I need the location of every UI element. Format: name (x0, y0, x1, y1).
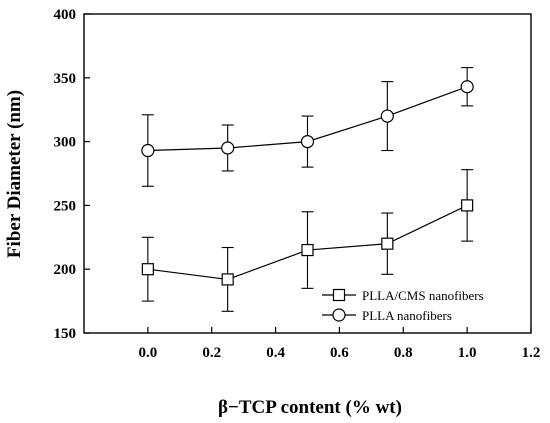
y-tick-label: 150 (54, 326, 77, 342)
data-point (141, 263, 154, 276)
y-tick-label: 350 (54, 71, 77, 87)
data-point (221, 141, 235, 155)
data-point (301, 243, 314, 257)
data-point (141, 143, 155, 158)
x-axis-title: β−TCP content (% wt) (218, 397, 402, 418)
x-tick-label: 0.6 (330, 345, 349, 361)
y-tick-label: 400 (54, 7, 77, 23)
axes: 0.0 0.2 0.4 0.6 0.8 1.0 1.2 150 200 250 300 350 400 (54, 7, 541, 361)
legend: PLLA/CMS nanofibers PLLA nanofibers (322, 288, 484, 323)
data-point (460, 80, 474, 94)
y-axis-title: Fiber Diameter (nm) (4, 90, 25, 258)
legend-label: PLLA/CMS nanofibers (362, 288, 484, 303)
plot-frame (83, 13, 532, 334)
y-tick-label: 200 (54, 262, 77, 278)
data-point (381, 237, 394, 250)
data-point (300, 135, 315, 149)
data-point (461, 199, 474, 212)
series-plla-cms (141, 169, 474, 312)
series-plla (141, 67, 474, 187)
x-tick-label: 1.0 (458, 345, 477, 361)
data-point (221, 273, 234, 286)
x-tick-label: 0.2 (202, 345, 221, 361)
legend-label: PLLA nanofibers (362, 308, 452, 323)
x-tick-label: 0.4 (266, 345, 285, 361)
x-tick-label: 1.2 (522, 345, 541, 361)
x-tick-label: 0.0 (138, 345, 157, 361)
legend-marker (332, 288, 346, 302)
data-point (380, 109, 394, 123)
x-tick-label: 0.8 (394, 345, 413, 361)
legend-marker (332, 308, 346, 322)
data-layer (141, 67, 474, 312)
y-tick-label: 300 (54, 135, 77, 151)
y-tick-label: 250 (54, 198, 77, 214)
